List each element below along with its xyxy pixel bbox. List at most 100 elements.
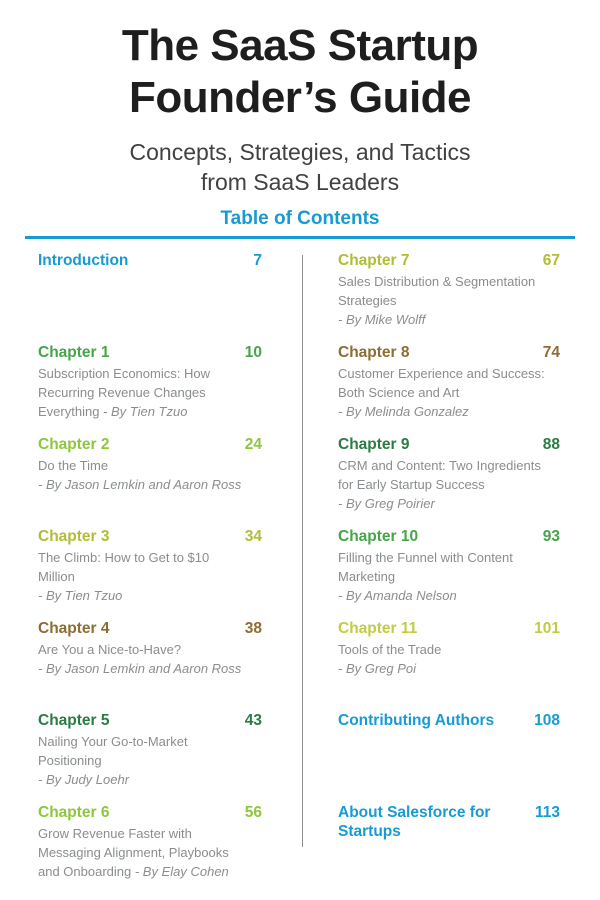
toc-entry: Chapter 1 10 Subscription Economics: How Re… [38,343,262,435]
toc-entry-description: Customer Experience and Success: Both Sci… [338,365,560,422]
toc-entry-label: Chapter 8 [338,343,410,361]
toc-entry-head: Contributing Authors 108 [338,711,560,730]
toc-entry-description-line: Both Science and Art [338,384,460,400]
toc-entry-page-number: 56 [244,803,262,821]
toc-entry-description: CRM and Content: Two Ingredients for Earl… [338,457,560,514]
toc-entry-description: The Climb: How to Get to $10 Million - By … [38,549,262,606]
toc-entry-description-line: - By Jason Lemkin and Aaron Ross [38,660,242,676]
toc-entry-label: Chapter 5 [38,711,110,729]
toc-entry-description-line: - By Greg Poirier [338,495,435,511]
toc-entry-description-line: Million [38,568,75,584]
toc-entry: Chapter 3 34 The Climb: How to Get to $10 M… [38,527,262,619]
toc-entry-description-line: Grow Revenue Faster with [38,825,192,841]
document-title-line2: Founder’s Guide [128,72,472,122]
toc-entry-head: Chapter 9 88 [338,435,560,454]
toc-entry-description: Tools of the Trade - By Greg Poi [338,641,560,679]
toc-entry-label: Chapter 3 [38,527,110,545]
toc-entry-description: Filling the Funnel with Content Marketing… [338,549,560,606]
toc-entry-head: Chapter 11 101 [338,619,560,638]
document-title-line1: The SaaS Startup [121,21,479,70]
toc-entry-head: Chapter 5 43 [38,711,262,730]
toc-columns: Introduction 7 Chapter 1 10 Subscription Eco… [0,251,600,895]
toc-entry-page-number: 24 [244,435,262,453]
toc-entry-description-line: - By Judy Loehr [38,771,130,787]
toc-entry: Chapter 4 38 Are You a Nice-to-Have? - By J… [38,619,262,711]
toc-entry-label: Chapter 1 [38,343,110,361]
toc-entry-description: Nailing Your Go-to-Market Positioning - By… [38,733,262,790]
toc-entry-description-line: Subscription Economics: How [38,365,210,381]
toc-entry-page-number: 74 [542,343,560,361]
toc-entry-head: Chapter 4 38 [38,619,262,638]
toc-entry: Chapter 6 56 Grow Revenue Faster with Messa… [38,803,262,895]
toc-entry-label: Chapter 2 [38,435,110,453]
toc-entry: Chapter 5 43 Nailing Your Go-to-Market Posi… [38,711,262,803]
toc-entry-page-number: 93 [542,527,560,545]
toc-entry-head: Introduction 7 [38,251,262,270]
toc-entry-head: Chapter 2 24 [38,435,262,454]
toc-entry-head: Chapter 3 34 [38,527,262,546]
document-subtitle-line1: Concepts, Strategies, and Tactics [129,138,471,165]
toc-entry-description-line: - By Mike Wolff [338,311,426,327]
toc-entry-page-number: 101 [534,619,560,637]
toc-entry-label: Chapter 7 [338,251,410,269]
toc-heading: Table of Contents [220,207,380,229]
toc-entry-description-line: The Climb: How to Get to $10 [38,549,210,565]
toc-entry-description-line: Strategies [338,292,397,308]
toc-entry-description-line: Positioning [38,752,102,768]
toc-column-right: Chapter 7 67 Sales Distribution & Segmenta… [302,251,600,895]
toc-entry-description-line: Tools of the Trade [338,641,442,657]
toc-entry-label: Chapter 9 [338,435,410,453]
toc-entry-description-line: - By Melinda Gonzalez [338,403,469,419]
toc-entry-page-number: 67 [542,251,560,269]
document-subtitle-line2: from SaaS Leaders [200,169,400,196]
toc-entry-label: Contributing Authors [338,711,495,729]
toc-entry-head: Chapter 7 67 [338,251,560,270]
toc-entry-page-number: 113 [534,803,560,821]
toc-entry-head: Chapter 6 56 [38,803,262,822]
column-divider [302,254,303,847]
toc-entry: About Salesforce for Startups 113 [338,803,560,895]
toc-entry-page-number: 34 [244,527,262,545]
toc-entry: Chapter 10 93 Filling the Funnel with Cont… [338,527,560,619]
toc-entry-page-number: 7 [253,251,262,269]
toc-entry-page-number: 88 [542,435,560,453]
toc-entry: Introduction 7 [38,251,262,343]
toc-entry-description-line: Marketing [338,568,396,584]
toc-entry-head: About Salesforce for Startups 113 [338,803,560,842]
toc-entry-page-number: 108 [534,711,560,729]
document-header: The SaaS Startup Founder’s Guide Concept… [0,20,600,230]
toc-entry-label: About Salesforce for Startups [338,803,491,840]
toc-entry: Contributing Authors 108 [338,711,560,803]
toc-entry: Chapter 2 24 Do the Time - By Jason Lemkin … [38,435,262,527]
toc-entry-page-number: 10 [244,343,262,361]
toc-entry-description-line: - By Greg Poi [338,660,417,676]
toc-entry-description-line: Are You a Nice-to-Have? [38,641,182,657]
toc-entry-description-line: Messaging Alignment, Playbooks [38,844,229,860]
toc-entry-label: Introduction [38,251,129,269]
toc-entry-description-line: for Early Startup Success [338,476,485,492]
toc-entry-head: Chapter 10 93 [338,527,560,546]
toc-entry-page-number: 38 [244,619,262,637]
toc-entry-description-line: Customer Experience and Success: [338,365,545,381]
toc-entry-label: Chapter 11 [338,619,418,637]
toc-entry: Chapter 11 101 Tools of the Trade - By Greg… [338,619,560,711]
toc-entry-label: Chapter 10 [338,527,419,545]
toc-entry: Chapter 7 67 Sales Distribution & Segmenta… [338,251,560,343]
toc-entry-description-line: - By Tien Tzuo [38,587,123,603]
toc-entry-description-line: CRM and Content: Two Ingredients [338,457,541,473]
toc-entry-description-line: Everything - By Tien Tzuo [38,403,188,419]
toc-entry-description: Grow Revenue Faster with Messaging Alignm… [38,825,262,882]
toc-entry: Chapter 8 74 Customer Experience and Succe… [338,343,560,435]
document-subtitle: Concepts, Strategies, and Tactics from S… [30,137,570,198]
header-rule [25,235,575,239]
toc-entry-description-line: Filling the Funnel with Content [338,549,513,565]
toc-entry-page-number: 43 [244,711,262,729]
toc-entry-description: Sales Distribution & Segmentation Strateg… [338,273,560,330]
toc-entry-description: Do the Time - By Jason Lemkin and Aaron R… [38,457,262,495]
toc-entry-label: Chapter 6 [38,803,110,821]
toc-entry-description-line: and Onboarding - By Elay Cohen [38,863,229,879]
toc-entry-head: Chapter 8 74 [338,343,560,362]
toc-entry: Chapter 9 88 CRM and Content: Two Ingredie… [338,435,560,527]
toc-entry-head: Chapter 1 10 [38,343,262,362]
